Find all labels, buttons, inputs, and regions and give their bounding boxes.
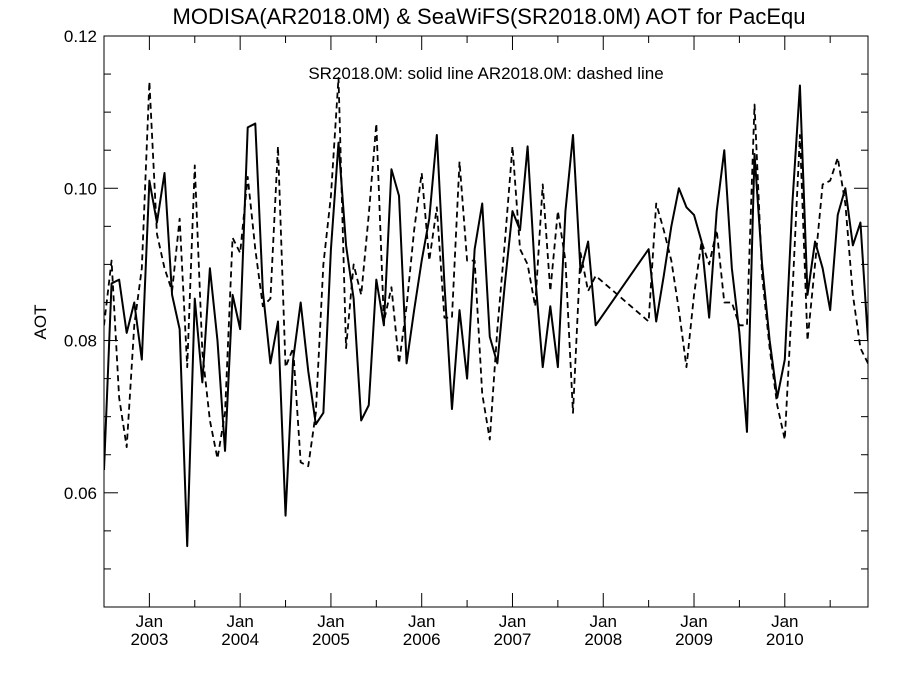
x-tick-month-label: Jan [590, 612, 617, 631]
x-tick-month-label: Jan [136, 612, 163, 631]
y-axis-ticks: 0.06 0.08 0.10 0.12 [64, 27, 868, 608]
x-tick-month-label: Jan [408, 612, 435, 631]
x-tick-year-label: 2004 [221, 630, 259, 649]
y-axis-label: AOT [31, 305, 50, 340]
y-tick-label: 0.08 [64, 332, 97, 351]
x-tick-month-label: Jan [317, 612, 344, 631]
series-line-ar2018-0m [104, 76, 868, 468]
series-line-sr2018-0m [104, 84, 868, 548]
x-tick-year-label: 2009 [675, 630, 713, 649]
x-tick-year-label: 2006 [403, 630, 441, 649]
x-tick-month-label: Jan [771, 612, 798, 631]
line-style-legend-note: SR2018.0M: solid line AR2018.0M: dashed … [308, 64, 663, 83]
x-axis-ticks: Jan2003Jan2004Jan2005Jan2006Jan2007Jan20… [130, 36, 831, 649]
series-layer [104, 76, 868, 548]
x-tick-month-label: Jan [226, 612, 253, 631]
x-tick-year-label: 2010 [766, 630, 804, 649]
x-tick-month-label: Jan [499, 612, 526, 631]
y-tick-label: 0.10 [64, 179, 97, 198]
x-tick-year-label: 2003 [130, 630, 168, 649]
y-tick-label: 0.12 [64, 27, 97, 46]
chart-title: MODISA(AR2018.0M) & SeaWiFS(SR2018.0M) A… [173, 4, 806, 29]
x-tick-year-label: 2007 [494, 630, 532, 649]
x-tick-year-label: 2005 [312, 630, 350, 649]
x-tick-year-label: 2008 [584, 630, 622, 649]
y-tick-label: 0.06 [64, 484, 97, 503]
x-tick-month-label: Jan [680, 612, 707, 631]
